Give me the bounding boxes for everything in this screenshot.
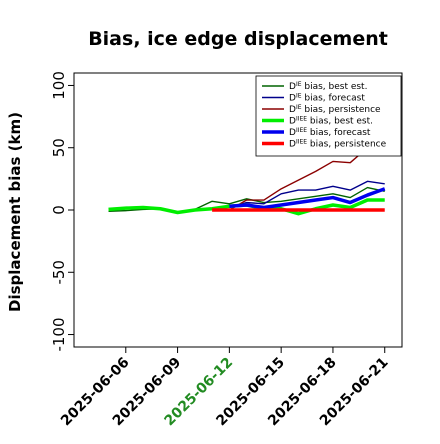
y-axis-label: Displacement bias (km) <box>6 112 24 312</box>
legend-entry: DIIEE bias, persistence <box>289 139 387 150</box>
y-tick-label: 50 <box>50 138 68 157</box>
series-line-2 <box>229 180 385 209</box>
legend-entry: DIIEE bias, forecast <box>289 127 371 138</box>
legend-entry: DIE bias, best est. <box>289 81 367 92</box>
legend-entry: DIIEE bias, best est. <box>289 116 373 127</box>
chart-title: Bias, ice edge displacement <box>88 28 388 50</box>
y-tick-label: -100 <box>50 318 68 352</box>
y-tick-label: 100 <box>50 71 68 100</box>
y-tick-label: -50 <box>50 260 68 285</box>
series-line-5 <box>229 187 386 210</box>
legend: DIE bias, best est.DIE bias, forecastDIE… <box>255 75 402 157</box>
legend-entry: DIE bias, persistence <box>289 104 381 115</box>
y-tick-label: 0 <box>50 205 68 215</box>
legend-entry: DIE bias, forecast <box>289 93 365 104</box>
